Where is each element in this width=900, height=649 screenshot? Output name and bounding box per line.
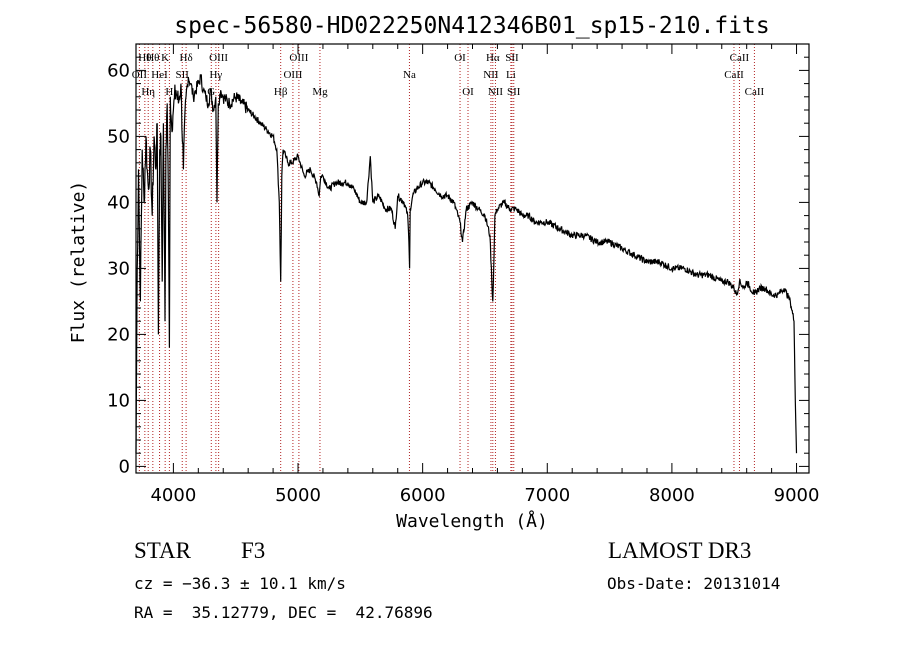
line-label: Li	[506, 69, 516, 81]
line-label: OIII	[283, 69, 302, 81]
line-label: OI	[462, 86, 474, 98]
line-label: Hα	[486, 52, 500, 64]
x-tick-label: 4000	[150, 485, 196, 506]
line-label: K	[161, 52, 169, 64]
plot-frame	[135, 43, 810, 474]
line-label: HeI	[151, 69, 168, 81]
y-tick-label: 0	[119, 456, 130, 477]
redshift-text: cz = −36.3 ± 10.1 km/s	[134, 574, 346, 593]
spectral-line-markers	[138, 44, 755, 473]
line-label: Hη	[141, 86, 155, 98]
x-tick-label: 7000	[524, 485, 570, 506]
x-tick-label: 5000	[275, 485, 321, 506]
line-label: Hβ	[274, 86, 288, 98]
line-label: OIII	[289, 52, 308, 64]
subclass-label: F3	[241, 538, 266, 563]
y-axis-ticks: 0 10 20 30 40 50 60	[107, 56, 809, 477]
x-tick-label: 6000	[400, 485, 446, 506]
line-label: Hθ	[138, 52, 151, 64]
line-label: SII	[176, 69, 190, 81]
x-axis-label: Wavelength (Å)	[396, 510, 548, 532]
line-label: Mg	[312, 86, 328, 98]
y-tick-label: 50	[107, 126, 130, 147]
x-tick-label: 8000	[649, 485, 695, 506]
line-label: Hδ	[180, 52, 193, 64]
spectrum-line	[135, 74, 798, 454]
line-label: NII	[488, 86, 504, 98]
line-label: OI	[454, 52, 466, 64]
chart-title: spec-56580-HD022250N412346B01_sp15-210.f…	[174, 13, 769, 39]
y-tick-label: 40	[107, 192, 130, 213]
coordinates-text: RA = 35.12779, DEC = 42.76896	[134, 603, 433, 622]
line-label: NII	[483, 69, 499, 81]
line-label: SII	[507, 86, 521, 98]
spectral-line-labels: OIIHθHηHθHeIKHSIIHδGHγOIIIHβOIIIOIIIMgNa…	[132, 52, 765, 98]
x-tick-label: 9000	[774, 485, 820, 506]
y-tick-label: 20	[107, 324, 130, 345]
obs-date-text: Obs-Date: 20131014	[607, 574, 781, 593]
line-label: OIII	[209, 52, 228, 64]
y-tick-label: 60	[107, 60, 130, 81]
line-label: CaII	[724, 69, 744, 81]
line-label: H	[165, 86, 173, 98]
line-label: Hθ	[146, 52, 159, 64]
x-axis-ticks: 4000 5000 6000 7000 8000 9000	[150, 44, 819, 506]
line-label: Na	[403, 69, 416, 81]
class-label: STAR	[134, 538, 191, 563]
y-tick-label: 10	[107, 390, 130, 411]
y-tick-label: 30	[107, 258, 130, 279]
line-label: CaII	[745, 86, 765, 98]
y-axis-label: Flux (relative)	[68, 181, 89, 344]
survey-label: LAMOST DR3	[608, 538, 752, 563]
line-label: SII	[505, 52, 519, 64]
line-label: CaII	[730, 52, 750, 64]
line-label: Hγ	[209, 69, 222, 81]
